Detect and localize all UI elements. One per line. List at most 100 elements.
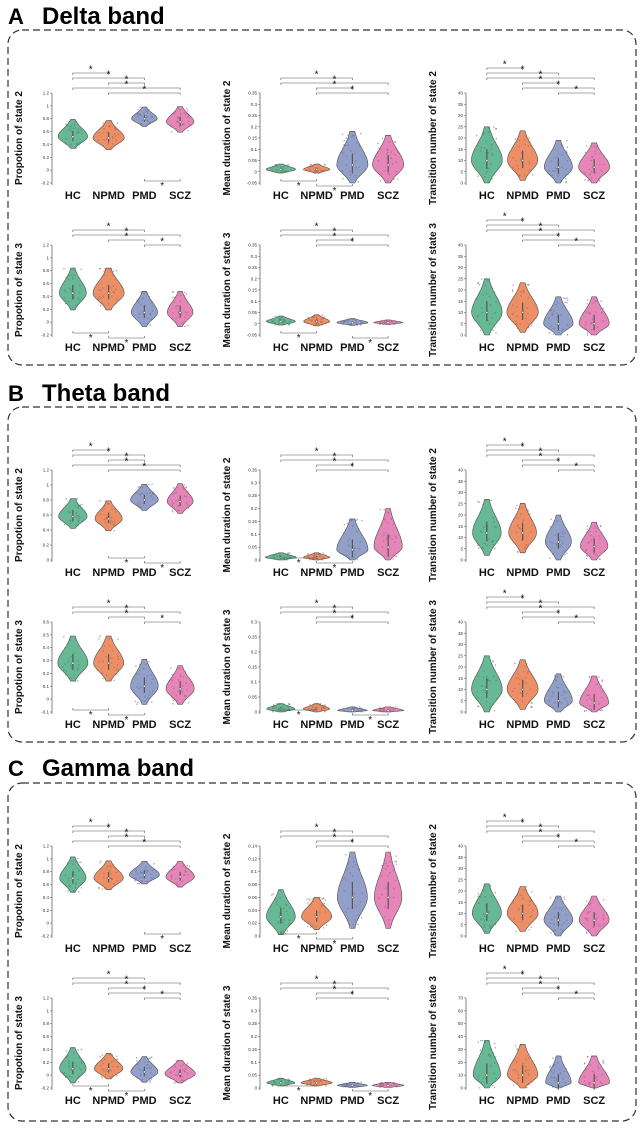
y-tick-label: 0.6 (43, 129, 50, 134)
data-point (382, 1082, 384, 1085)
data-point (77, 297, 79, 299)
data-point (561, 1056, 563, 1058)
data-point (516, 504, 518, 507)
data-point (347, 320, 349, 323)
data-point (101, 287, 104, 289)
data-point (173, 1082, 175, 1084)
data-point (353, 926, 355, 929)
data-point (138, 313, 141, 315)
significance-bracket (280, 830, 353, 833)
y-tick-label: 0 (46, 921, 49, 926)
significance-bracket (522, 464, 595, 467)
data-point (65, 1050, 68, 1052)
data-point (314, 707, 316, 709)
data-point (307, 902, 309, 904)
data-point (64, 647, 66, 649)
data-point (598, 1067, 600, 1069)
data-point (483, 920, 486, 922)
data-point (314, 553, 316, 555)
significance-star: * (556, 232, 560, 243)
data-point (550, 1076, 553, 1078)
data-point (513, 687, 516, 690)
y-tick-label: 0.6 (43, 281, 50, 286)
data-point (553, 1064, 555, 1067)
data-point (586, 694, 588, 697)
data-point (72, 863, 74, 865)
data-point (349, 545, 351, 548)
significance-bracket (108, 616, 145, 619)
y-axis-label: Transition number of state 3 (428, 976, 439, 1110)
data-point (76, 524, 78, 526)
data-point (185, 113, 187, 116)
significance-star: * (297, 934, 301, 945)
data-point (115, 871, 118, 874)
data-point (116, 664, 119, 666)
y-tick-label: 0.1 (251, 1060, 258, 1065)
violin-median (485, 688, 489, 691)
data-point (309, 169, 311, 171)
x-tick-label: HC (273, 1095, 289, 1107)
significance-bracket (316, 469, 389, 472)
data-point (391, 320, 394, 322)
data-point (110, 866, 112, 868)
data-point (559, 701, 561, 704)
data-point (493, 1062, 496, 1064)
data-point (77, 506, 80, 509)
data-point (551, 695, 553, 698)
significance-bracket (486, 67, 523, 70)
data-point (520, 894, 522, 896)
data-point (600, 696, 603, 699)
data-point (289, 556, 292, 558)
data-point (172, 312, 174, 314)
y-tick-label: 1 (46, 255, 49, 260)
data-point (67, 129, 70, 131)
data-point (524, 174, 526, 176)
data-point (181, 691, 184, 693)
data-point (113, 521, 116, 524)
data-point (323, 556, 325, 559)
data-point (386, 521, 389, 524)
data-point (381, 321, 384, 323)
data-point (151, 116, 153, 119)
y-tick-label: 30 (458, 490, 464, 495)
data-point (488, 1054, 490, 1056)
data-point (478, 902, 480, 904)
data-point (65, 670, 68, 673)
data-point (152, 498, 154, 500)
data-point (556, 1079, 558, 1081)
violin-median (351, 321, 354, 324)
y-tick-label: 0.25 (248, 1021, 257, 1026)
x-tick-label: HC (479, 190, 495, 202)
data-point (171, 509, 173, 511)
data-point (80, 268, 82, 270)
data-point (99, 635, 101, 638)
data-point (476, 298, 478, 300)
data-point (140, 686, 142, 689)
data-point (482, 133, 484, 136)
data-point (587, 911, 589, 914)
data-point (559, 1085, 561, 1088)
data-point (602, 1059, 604, 1062)
data-point (316, 324, 318, 326)
data-point (317, 323, 320, 325)
data-point (184, 325, 186, 328)
significance-star: * (521, 442, 525, 453)
data-point (586, 525, 589, 528)
data-point (567, 299, 569, 301)
data-point (395, 1086, 398, 1088)
data-point (105, 867, 108, 870)
data-point (113, 523, 115, 526)
data-point (518, 888, 520, 890)
data-point (559, 932, 562, 934)
data-point (176, 1074, 179, 1077)
data-point (187, 504, 189, 506)
data-point (551, 1077, 553, 1079)
violin-median (71, 291, 75, 295)
data-point (109, 268, 112, 270)
data-point (78, 515, 80, 517)
y-tick-label: 0.14 (248, 844, 257, 849)
data-point (512, 157, 514, 159)
data-point (280, 316, 283, 318)
data-point (590, 699, 593, 701)
data-point (488, 295, 491, 298)
